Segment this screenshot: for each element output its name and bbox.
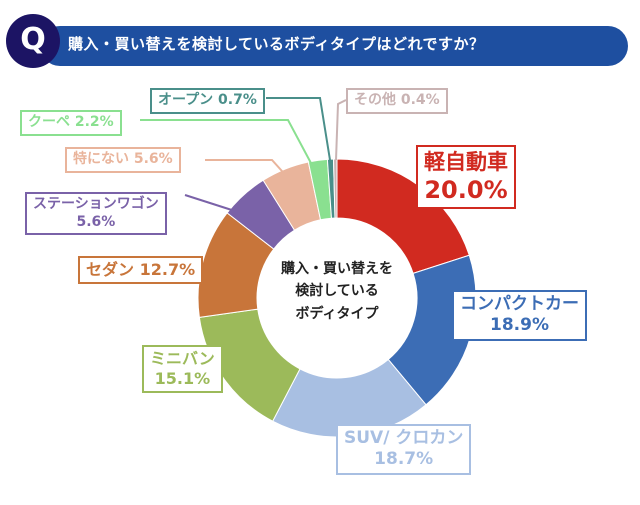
data-label: ステーションワゴン 5.6% bbox=[25, 192, 167, 235]
data-label: セダン 12.7% bbox=[78, 256, 204, 284]
slice-name: コンパクトカー bbox=[460, 294, 579, 314]
leader-line bbox=[335, 99, 347, 161]
slice-name: ステーションワゴン bbox=[33, 196, 159, 212]
center-line: ボディタイプ bbox=[295, 305, 379, 322]
data-label: ミニバン 15.1% bbox=[142, 345, 223, 393]
slice-value: 5.6% bbox=[76, 213, 116, 230]
data-label: オープン 0.7% bbox=[150, 88, 265, 114]
slice-value: 0.7% bbox=[218, 92, 257, 108]
data-label: コンパクトカー 18.9% bbox=[452, 290, 587, 341]
slice-value: 18.9% bbox=[490, 315, 549, 336]
center-line: 購入・買い替えを bbox=[281, 261, 393, 277]
leader-line bbox=[205, 159, 291, 181]
slice-name: セダン bbox=[86, 260, 135, 279]
center-line: 検討している bbox=[295, 283, 379, 300]
data-label: その他 0.4% bbox=[346, 88, 448, 114]
slice-name: SUV/ クロカン bbox=[344, 428, 464, 448]
data-label: 特にない 5.6% bbox=[65, 147, 181, 173]
slice-value: 2.2% bbox=[74, 114, 114, 130]
slice-name: 特にない bbox=[73, 151, 129, 167]
data-label: SUV/ クロカン 18.7% bbox=[336, 424, 472, 475]
slice-name: クーペ bbox=[28, 114, 70, 130]
slice-name: その他 bbox=[354, 92, 396, 108]
slice-name: 軽自動車 bbox=[424, 150, 508, 174]
slice-value: 20.0% bbox=[424, 176, 508, 205]
question-text: 購入・買い替えを検討しているボディタイプはどれですか？ bbox=[68, 35, 485, 53]
slice-value: 15.1% bbox=[154, 369, 211, 388]
leader-line bbox=[140, 119, 313, 166]
slice-name: オープン bbox=[158, 92, 214, 108]
leader-line bbox=[184, 194, 239, 213]
center-label: 購入・買い替えを 検討している ボディタイプ bbox=[257, 258, 417, 325]
slice-name: ミニバン bbox=[150, 349, 215, 368]
slice-value: 5.6% bbox=[133, 151, 173, 167]
slice-value: 18.7% bbox=[374, 449, 434, 470]
question-banner bbox=[40, 26, 628, 66]
q-badge: Q bbox=[6, 14, 60, 68]
leader-line bbox=[266, 97, 331, 161]
slice-value: 0.4% bbox=[400, 92, 440, 108]
data-label: クーペ 2.2% bbox=[20, 110, 122, 136]
slice-value: 12.7% bbox=[139, 260, 196, 279]
data-label: 軽自動車 20.0% bbox=[416, 145, 516, 210]
